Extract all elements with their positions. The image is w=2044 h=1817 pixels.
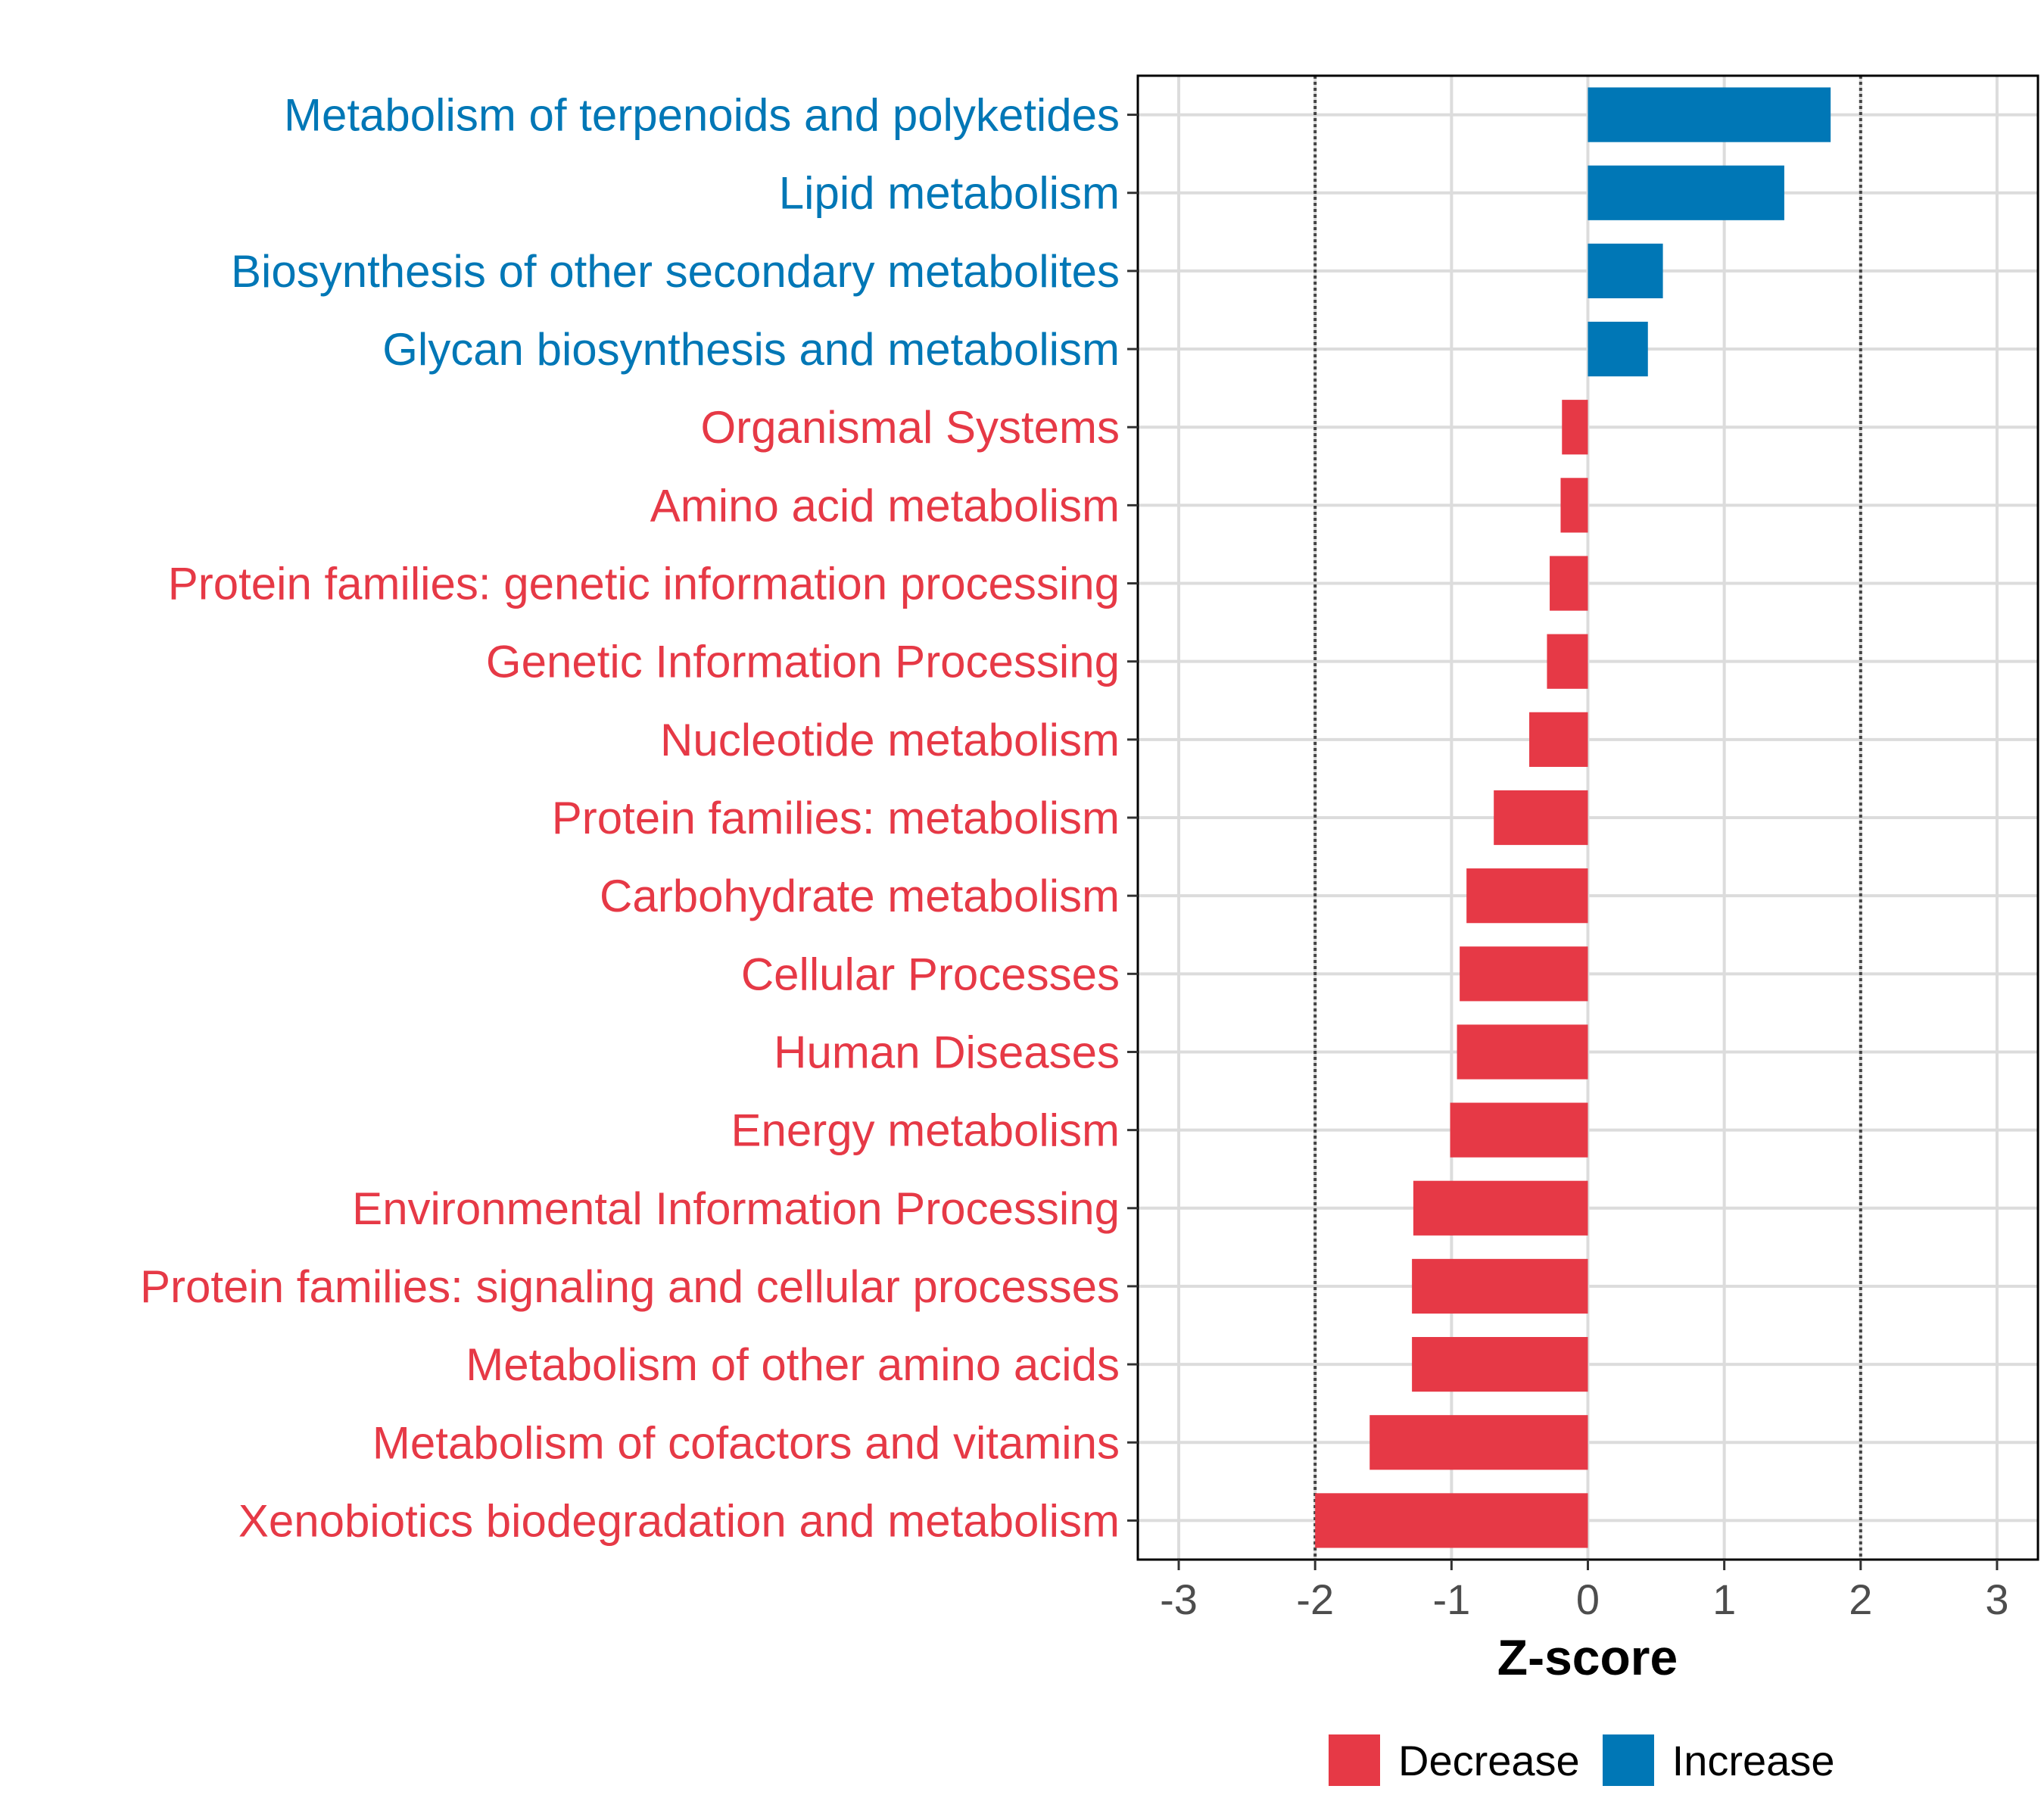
- category-label: Amino acid metabolism: [650, 480, 1120, 531]
- category-label: Metabolism of terpenoids and polyketides: [284, 90, 1120, 141]
- category-label: Organismal Systems: [701, 402, 1120, 453]
- bar: [1412, 1258, 1588, 1314]
- bar: [1588, 165, 1784, 220]
- category-label: Protein families: signaling and cellular…: [140, 1261, 1120, 1312]
- category-labels: Metabolism of terpenoids and polyketides…: [140, 90, 1120, 1547]
- category-label: Cellular Processes: [741, 949, 1120, 999]
- bar: [1457, 1024, 1588, 1080]
- legend-key-decrease: [1329, 1734, 1380, 1786]
- bar: [1588, 243, 1663, 298]
- bar: [1412, 1337, 1588, 1392]
- reference-lines: [1313, 76, 1862, 1560]
- x-axis-title: Z-score: [1497, 1629, 1678, 1685]
- legend-label-increase: Increase: [1672, 1736, 1835, 1784]
- category-label: Metabolism of other amino acids: [466, 1339, 1120, 1390]
- bar: [1466, 868, 1588, 924]
- category-label: Biosynthesis of other secondary metaboli…: [231, 246, 1120, 297]
- category-label: Protein families: metabolism: [552, 793, 1120, 843]
- bar: [1562, 400, 1588, 455]
- category-label: Carbohydrate metabolism: [600, 871, 1120, 921]
- category-label: Metabolism of cofactors and vitamins: [372, 1417, 1120, 1468]
- axis-layer: -3 -2 -1 0 1 2 3: [1127, 114, 2009, 1623]
- category-label: Human Diseases: [774, 1027, 1120, 1077]
- x-tick-label: -3: [1160, 1575, 1198, 1623]
- legend: Decrease Increase: [1329, 1734, 1857, 1787]
- bar: [1460, 946, 1588, 1002]
- x-tick-label: -1: [1432, 1575, 1470, 1623]
- bar-layer: [1315, 87, 1831, 1548]
- bar: [1529, 712, 1588, 767]
- bar: [1588, 87, 1831, 142]
- bar: [1315, 1493, 1588, 1548]
- x-tick-label: 2: [1849, 1575, 1872, 1623]
- bar: [1550, 556, 1588, 611]
- legend-key-increase: [1602, 1734, 1654, 1786]
- category-label: Nucleotide metabolism: [660, 715, 1120, 765]
- bar: [1494, 790, 1588, 846]
- category-label: Genetic Information Processing: [486, 637, 1120, 687]
- category-label: Energy metabolism: [731, 1105, 1120, 1156]
- category-label: Lipid metabolism: [779, 168, 1120, 219]
- legend-label-decrease: Decrease: [1398, 1736, 1580, 1784]
- x-tick-label: 3: [1985, 1575, 2008, 1623]
- category-label: Xenobiotics biodegradation and metabolis…: [238, 1495, 1120, 1546]
- bar: [1547, 634, 1588, 689]
- x-tick-label: 0: [1576, 1575, 1600, 1623]
- bar: [1413, 1180, 1588, 1236]
- bar: [1450, 1102, 1588, 1158]
- bar: [1588, 321, 1648, 377]
- bar: [1560, 478, 1588, 533]
- x-tick-label: 1: [1712, 1575, 1736, 1623]
- category-label: Protein families: genetic information pr…: [168, 559, 1120, 609]
- category-label: Environmental Information Processing: [352, 1183, 1120, 1234]
- legend-item-increase: Increase: [1602, 1734, 1835, 1786]
- category-label: Glycan biosynthesis and metabolism: [382, 324, 1120, 375]
- legend-item-decrease: Decrease: [1329, 1734, 1580, 1786]
- x-tick-label: -2: [1296, 1575, 1334, 1623]
- bar: [1369, 1415, 1588, 1470]
